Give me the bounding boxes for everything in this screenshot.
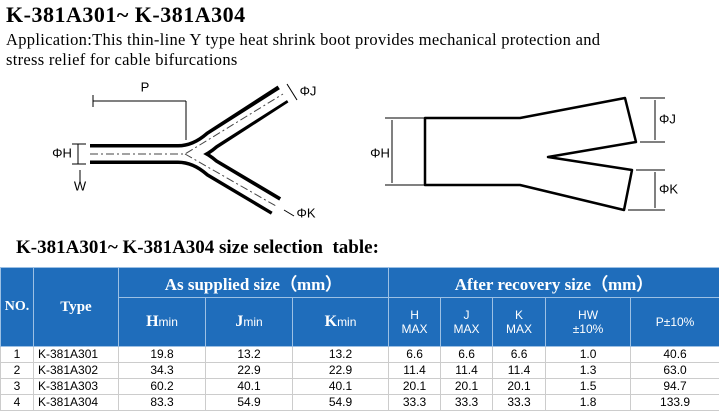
table-row: 2 K-381A302 34.3 22.9 22.9 11.4 11.4 11.4 1.3 63.… (0, 362, 719, 379)
group-header: As supplied size（mm） (117, 267, 390, 298)
table-cell: 33.3 (492, 394, 547, 411)
table-cell: 19.8 (118, 346, 206, 363)
table-cell: 22.9 (205, 362, 293, 379)
column-header-line: H (410, 308, 419, 322)
diagram-label: W (74, 178, 87, 193)
table-cell: 2 (0, 362, 34, 379)
column-header-line: MAX (401, 322, 428, 336)
right-diagram (385, 96, 665, 212)
table-cell: K-381A304 (33, 394, 119, 411)
table-cell: 40.1 (205, 378, 293, 395)
table-cell: 60.2 (118, 378, 206, 395)
column-header-main: K (324, 313, 338, 330)
table-cell: 1.0 (545, 346, 632, 363)
diagrams: P ΦJ ΦH W ΦK ΦJ ΦH ΦK (52, 79, 678, 220)
diagram-label: ΦK (296, 205, 315, 220)
diagram-label: ΦJ (300, 83, 317, 98)
table-cell: 1 (0, 346, 34, 363)
table-row: 4 K-381A304 83.3 54.9 54.9 33.3 33.3 33.3 1.8 133… (0, 394, 719, 411)
column-header: Hmin (118, 297, 206, 347)
application-text: Application:This thin-line Y type heat s… (6, 30, 601, 49)
column-header-main: H (146, 313, 159, 330)
table-cell: 63.0 (630, 362, 719, 379)
table-cell: 11.4 (492, 362, 547, 379)
table-cell: 20.1 (492, 378, 547, 395)
table-cell: 1.3 (545, 362, 632, 379)
table-cell: 1.5 (545, 378, 632, 395)
header-type: Type (33, 267, 119, 347)
column-header-line: J (463, 308, 470, 322)
table-cell: 13.2 (205, 346, 293, 363)
column-header: HW ±10% (545, 297, 632, 347)
left-diagram (72, 83, 298, 217)
column-header-sub: min (243, 315, 263, 329)
application-text: stress relief for cable bifurcations (6, 50, 238, 69)
size-table: NO. Type As supplied size（mm） After reco… (0, 267, 719, 411)
table-cell: 54.9 (291, 394, 390, 411)
table-row: 3 K-381A303 60.2 40.1 40.1 20.1 20.1 20.1 1.5 94.… (0, 378, 719, 395)
table-cell: 1.8 (545, 394, 632, 411)
column-header-sub: min (337, 315, 357, 329)
table-cell: 40.1 (291, 378, 390, 395)
column-header-sub: min (158, 315, 178, 329)
table-cell: 33.3 (440, 394, 494, 411)
table-cell: 20.1 (388, 378, 442, 395)
title: K-381A301~ K-381A304 (6, 2, 246, 27)
column-header-line: K (515, 308, 524, 322)
column-header-main: J (235, 313, 244, 330)
column-header: J MAX (440, 297, 494, 347)
table-row: 1 K-381A301 19.8 13.2 13.2 6.6 6.6 6.6 1.0 40.6 (0, 346, 719, 363)
group-header: After recovery size（mm） (388, 267, 719, 298)
table-cell: 83.3 (118, 394, 206, 411)
table-cell: 20.1 (440, 378, 494, 395)
table-cell: 40.6 (630, 346, 719, 363)
table-cell: 11.4 (388, 362, 442, 379)
table-cell: 54.9 (205, 394, 293, 411)
table-cell: 94.7 (630, 378, 719, 395)
table-cell: 4 (0, 394, 34, 411)
header-no: NO. (0, 267, 34, 347)
column-header: Kmin (291, 297, 390, 347)
column-header: Jmin (205, 297, 293, 347)
column-header: H MAX (388, 297, 442, 347)
diagram-label: ΦH (52, 145, 72, 160)
table-cell: 6.6 (440, 346, 494, 363)
table-cell: 6.6 (492, 346, 547, 363)
table-cell: 133.9 (630, 394, 719, 411)
table-cell: K-381A303 (33, 378, 119, 395)
column-header-line: MAX (506, 322, 533, 336)
table-cell: 34.3 (118, 362, 206, 379)
diagram-label: ΦH (370, 145, 390, 160)
table-cell: 22.9 (291, 362, 390, 379)
table-cell: 11.4 (440, 362, 494, 379)
diagram-label: P (141, 79, 150, 94)
table-cell: K-381A302 (33, 362, 119, 379)
column-header: K MAX (492, 297, 547, 347)
column-header-line: ±10% (572, 322, 604, 336)
table-cell: 33.3 (388, 394, 442, 411)
table-cell: 3 (0, 378, 34, 395)
table-title: K-381A301~ K-381A304 size selection tabl… (16, 237, 379, 258)
diagram-label: ΦJ (659, 111, 676, 126)
table-cell: K-381A301 (33, 346, 119, 363)
column-header-line: MAX (453, 322, 480, 336)
column-header-line: HW (578, 308, 599, 322)
diagram-label: ΦK (659, 181, 678, 196)
table-cell: 6.6 (388, 346, 442, 363)
table-cell: 13.2 (291, 346, 390, 363)
column-header: P±10% (630, 297, 719, 347)
